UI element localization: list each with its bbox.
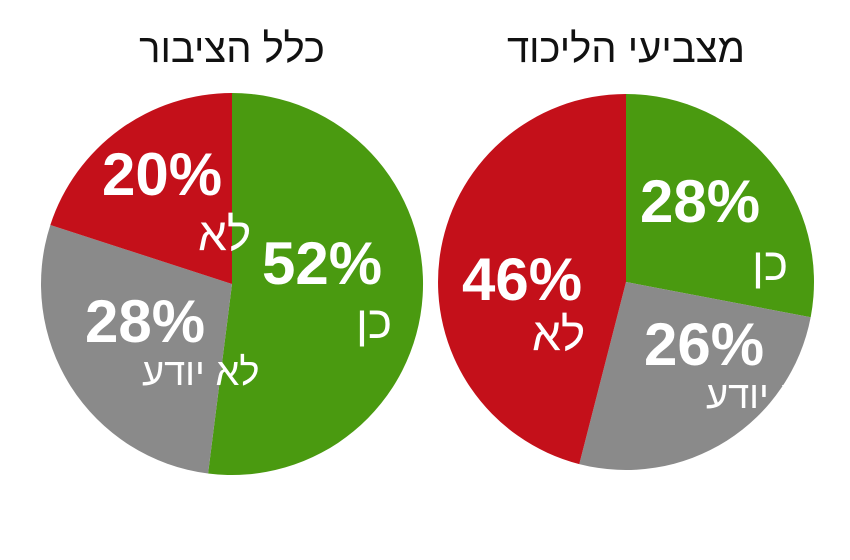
chart-title-likud-voters: מצביעי הליכוד (507, 27, 745, 71)
pie-slice-likud-0 (626, 94, 815, 318)
slice-value-label-likud-1: 26% (644, 311, 764, 378)
pie-slice-likud-2 (438, 94, 626, 465)
chart-title-general-public: כלל הציבור (139, 27, 325, 71)
slice-category-label-likud-1: לא יודע (706, 375, 823, 417)
pie-slice-likud-1 (579, 282, 811, 470)
slice-category-label-public-0: כן (356, 296, 392, 348)
slice-value-label-likud-0: 28% (640, 168, 760, 235)
slice-category-label-likud-2: לא (532, 308, 585, 360)
slice-category-label-likud-0: כן (752, 238, 788, 290)
slice-value-label-likud-2: 46% (462, 246, 582, 313)
pie-chart-general-public: כלל הציבור 52%כן 28%לא יודע 20%לא (41, 27, 424, 476)
pie-slice-public-1 (41, 224, 233, 474)
pie-slice-public-2 (50, 93, 232, 284)
pie-slice-public-0 (208, 93, 424, 476)
slice-value-label-public-0: 52% (262, 230, 382, 297)
slice-value-label-public-1: 28% (85, 288, 205, 355)
slice-value-label-public-2: 20% (102, 141, 222, 208)
slice-category-label-public-2: לא (198, 208, 251, 260)
pie-chart-likud-voters: מצביעי הליכוד 28%כן 26%לא יודע 46%לא (438, 27, 823, 470)
slice-category-label-public-1: לא יודע (142, 352, 259, 394)
